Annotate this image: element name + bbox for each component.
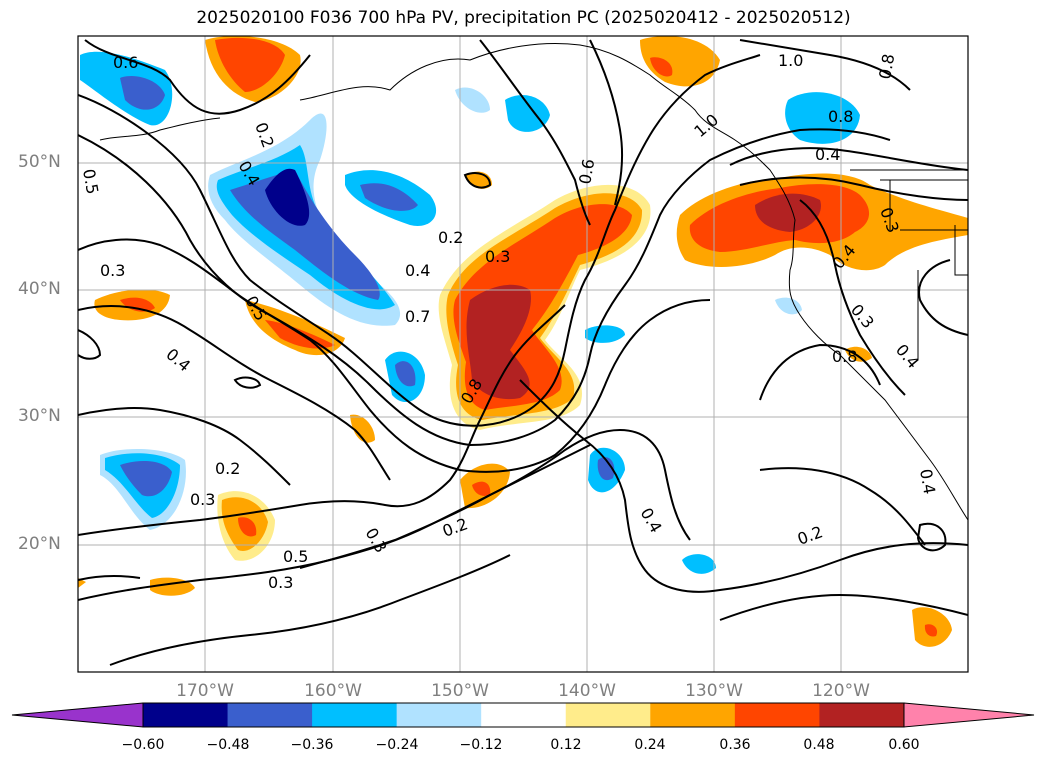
contour-label: 0.7 [405,307,430,326]
neg-anomaly-core [230,170,380,300]
colorbar-tick-label: −0.36 [290,737,334,753]
colorbar-tick-label: −0.48 [206,737,250,753]
neg-anomaly-region [775,297,802,315]
lon-label: 150°W [431,681,489,701]
colorbar-tick-label: 0.60 [888,737,920,753]
colorbar-segment [734,703,820,727]
colorbar-segment [565,703,651,727]
colorbar-segment [312,703,398,727]
colorbar-tick-label: 0.24 [634,737,666,753]
neg-anomaly-core [120,460,172,497]
lon-label: 160°W [304,681,362,701]
colorbar-tick-label: −0.60 [121,737,165,753]
contour-label: 0.6 [575,157,598,185]
pos-anomaly-region [845,346,872,362]
map-title: 2025020100 F036 700 hPa PV, precipitatio… [196,8,851,28]
colorbar-tick-label: −0.24 [375,737,419,753]
neg-anomaly-core [120,75,165,110]
lat-label: 40°N [18,279,61,299]
neg-anomaly-region [505,95,550,132]
neg-anomaly-core [597,457,615,481]
lon-label: 130°W [685,681,743,701]
pos-anomaly-core [650,57,673,77]
lat-label: 50°N [18,152,61,172]
lon-label: 120°W [812,681,870,701]
pv-contours [78,39,968,666]
contour-label: 0.5 [283,547,308,566]
contour-label: 1.0 [778,51,803,70]
map-frame [77,35,969,673]
lat-label: 20°N [18,534,61,554]
neg-anomaly-core [360,183,418,211]
neg-anomaly-core [395,361,416,387]
contour-label: 0.3 [100,261,125,280]
colorbar-segment [227,703,313,727]
colorbar-tick-label: 0.48 [803,737,835,753]
colorbar-segment [143,703,229,727]
colorbar-segment [396,703,482,727]
pos-anomaly-core [215,37,285,92]
contour-label: 0.8 [828,107,853,126]
pos-anomaly-core [472,481,491,496]
colorbar-extend-min [11,702,144,728]
shading-layer [78,36,968,647]
contour-label: 0.2 [215,459,240,478]
contour-label: 0.5 [79,167,102,195]
neg-anomaly-region [455,87,490,113]
contour-label: 0.3 [190,490,215,509]
contour-label: 0.6 [113,53,138,72]
contour-label: 0.8 [875,52,898,80]
pos-anomaly-region [350,414,375,443]
lat-label: 30°N [18,406,61,426]
lon-label: 140°W [558,681,616,701]
lon-label: 170°W [176,681,234,701]
pos-anomaly-core [924,624,938,637]
colorbar-tick-label: −0.12 [459,737,503,753]
contour-label: 0.8 [832,347,857,366]
pos-anomaly-core [466,284,531,400]
contour-label: 0.4 [916,467,939,495]
colorbar-segment [650,703,736,727]
colorbar-extend-max [903,702,1035,728]
colorbar-tick-label: 0.12 [550,737,582,753]
neg-anomaly-core [265,168,310,226]
neg-anomaly-region [682,554,716,574]
contour-label: 0.4 [815,145,840,164]
pos-anomaly-core [120,297,155,312]
contour-label: 0.4 [405,261,430,280]
pos-anomaly-core [238,517,257,537]
contour-label: 0.3 [485,247,510,266]
contour-label: 0.3 [268,573,293,592]
contour-label: 0.2 [438,228,463,247]
colorbar-segment [819,703,905,727]
colorbar-tick-label: 0.36 [719,737,751,753]
colorbar-segment [481,703,567,727]
coastlines [99,43,968,521]
